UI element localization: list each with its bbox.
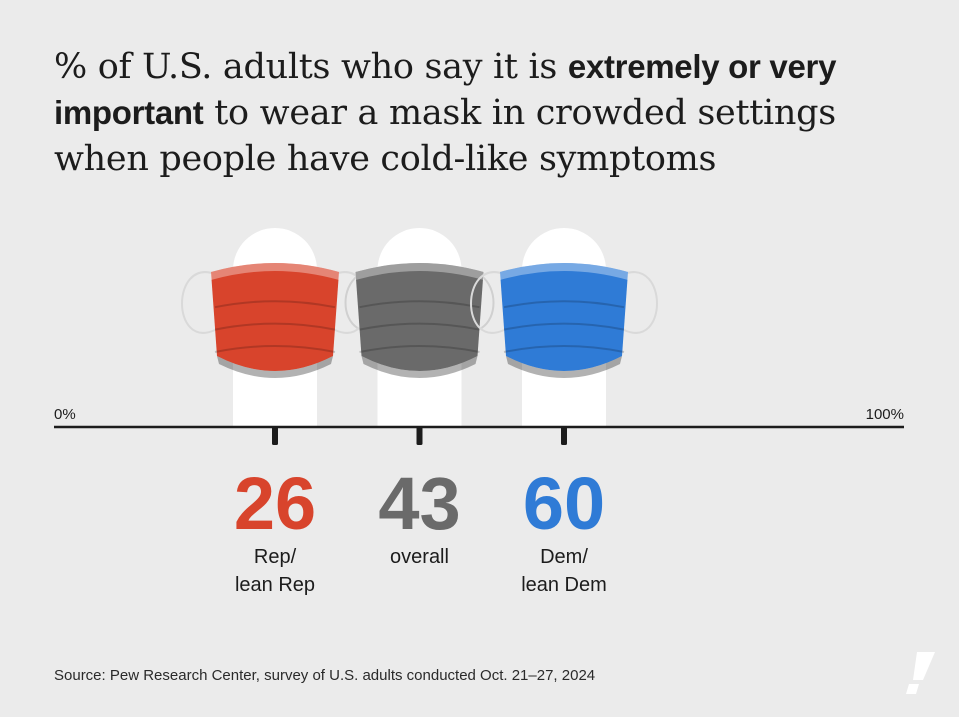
- title-prefix: % of U.S. adults who say it is: [54, 47, 568, 87]
- category-label-rep: Rep/lean Rep: [235, 546, 315, 596]
- category-label-line: overall: [390, 546, 449, 568]
- marker-rep: [272, 427, 278, 445]
- marker-dem: [561, 427, 567, 445]
- category-label-line: lean Dem: [521, 574, 607, 596]
- chart-title: % of U.S. adults who say it is extremely…: [54, 44, 934, 182]
- title-suffix: to wear a mask in crowded settings when …: [54, 93, 836, 179]
- title-bold: extremely or very important: [54, 48, 837, 131]
- category-label-dem: Dem/lean Dem: [521, 546, 607, 596]
- brand-logo-icon: [906, 652, 935, 694]
- tick-label-min: 0%: [54, 406, 76, 423]
- mask-dem-icon: [470, 263, 658, 378]
- value-label-dem: 60: [523, 462, 605, 545]
- category-label-overall: overall: [390, 546, 449, 568]
- category-label-line: Dem/: [540, 546, 588, 568]
- category-label-line: lean Rep: [235, 574, 315, 596]
- value-label-rep: 26: [234, 462, 316, 545]
- mask-overall-icon: [344, 263, 495, 378]
- tick-label-max: 100%: [866, 406, 904, 423]
- category-label-line: Rep/: [254, 546, 297, 568]
- value-label-overall: 43: [378, 462, 460, 545]
- marker-overall: [416, 427, 423, 445]
- source-note: Source: Pew Research Center, survey of U…: [54, 667, 596, 684]
- mask-rep-icon: [181, 263, 369, 378]
